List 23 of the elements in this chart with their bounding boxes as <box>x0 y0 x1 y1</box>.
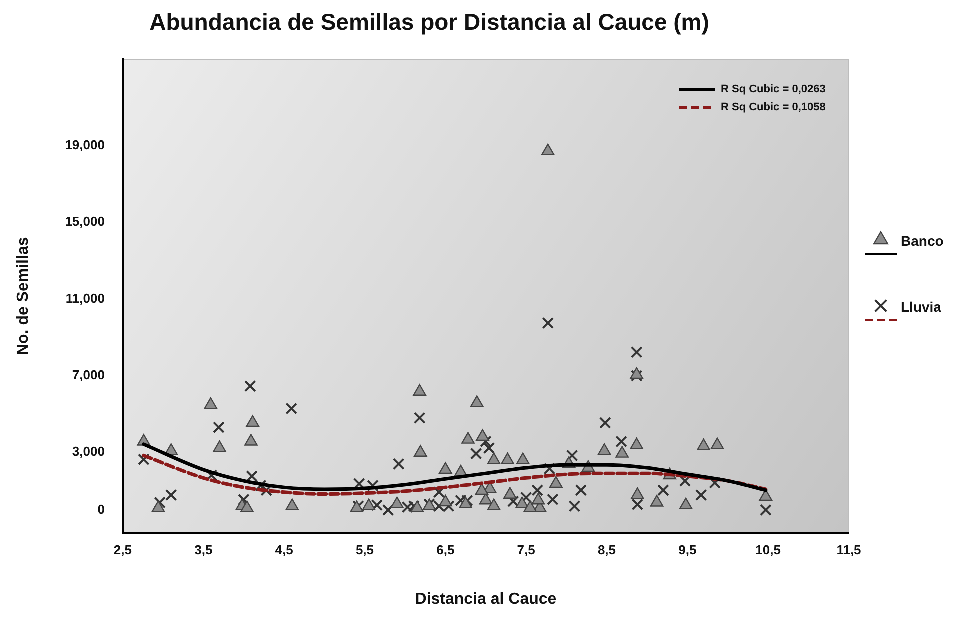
x-tick-label: 5,5 <box>356 542 374 558</box>
legend-label: Lluvia <box>901 298 942 315</box>
chart-title: Abundancia de Semillas por Distancia al Cauce (m) <box>150 9 710 36</box>
x-axis-title: Distancia al Cauce <box>415 590 557 608</box>
x-tick-label: 10,5 <box>756 542 781 558</box>
x-tick-label: 11,5 <box>836 542 862 558</box>
y-tick-label: 15,000 <box>65 214 105 230</box>
legend-label: R Sq Cubic = 0,0263 <box>721 84 826 96</box>
x-tick-label: 4,5 <box>275 542 294 558</box>
x-tick-label: 6,5 <box>436 542 455 558</box>
y-tick-label: 11,000 <box>66 290 105 306</box>
legend-label: Banco <box>901 232 944 249</box>
y-tick-label: 3,000 <box>72 444 105 460</box>
y-tick-label: 19,000 <box>65 137 105 152</box>
x-tick-label: 8,5 <box>598 542 616 558</box>
y-tick-label: 0 <box>98 502 105 517</box>
x-tick-label: 9,5 <box>678 542 697 558</box>
x-tick-label: 7,5 <box>517 542 536 558</box>
y-axis-title: No. de Semillas <box>15 237 32 356</box>
legend-label: R Sq Cubic = 0,1058 <box>721 102 826 114</box>
x-tick-label: 2,5 <box>114 542 132 558</box>
x-tick-label: 3,5 <box>194 542 213 558</box>
y-tick-label: 7,000 <box>72 368 105 383</box>
